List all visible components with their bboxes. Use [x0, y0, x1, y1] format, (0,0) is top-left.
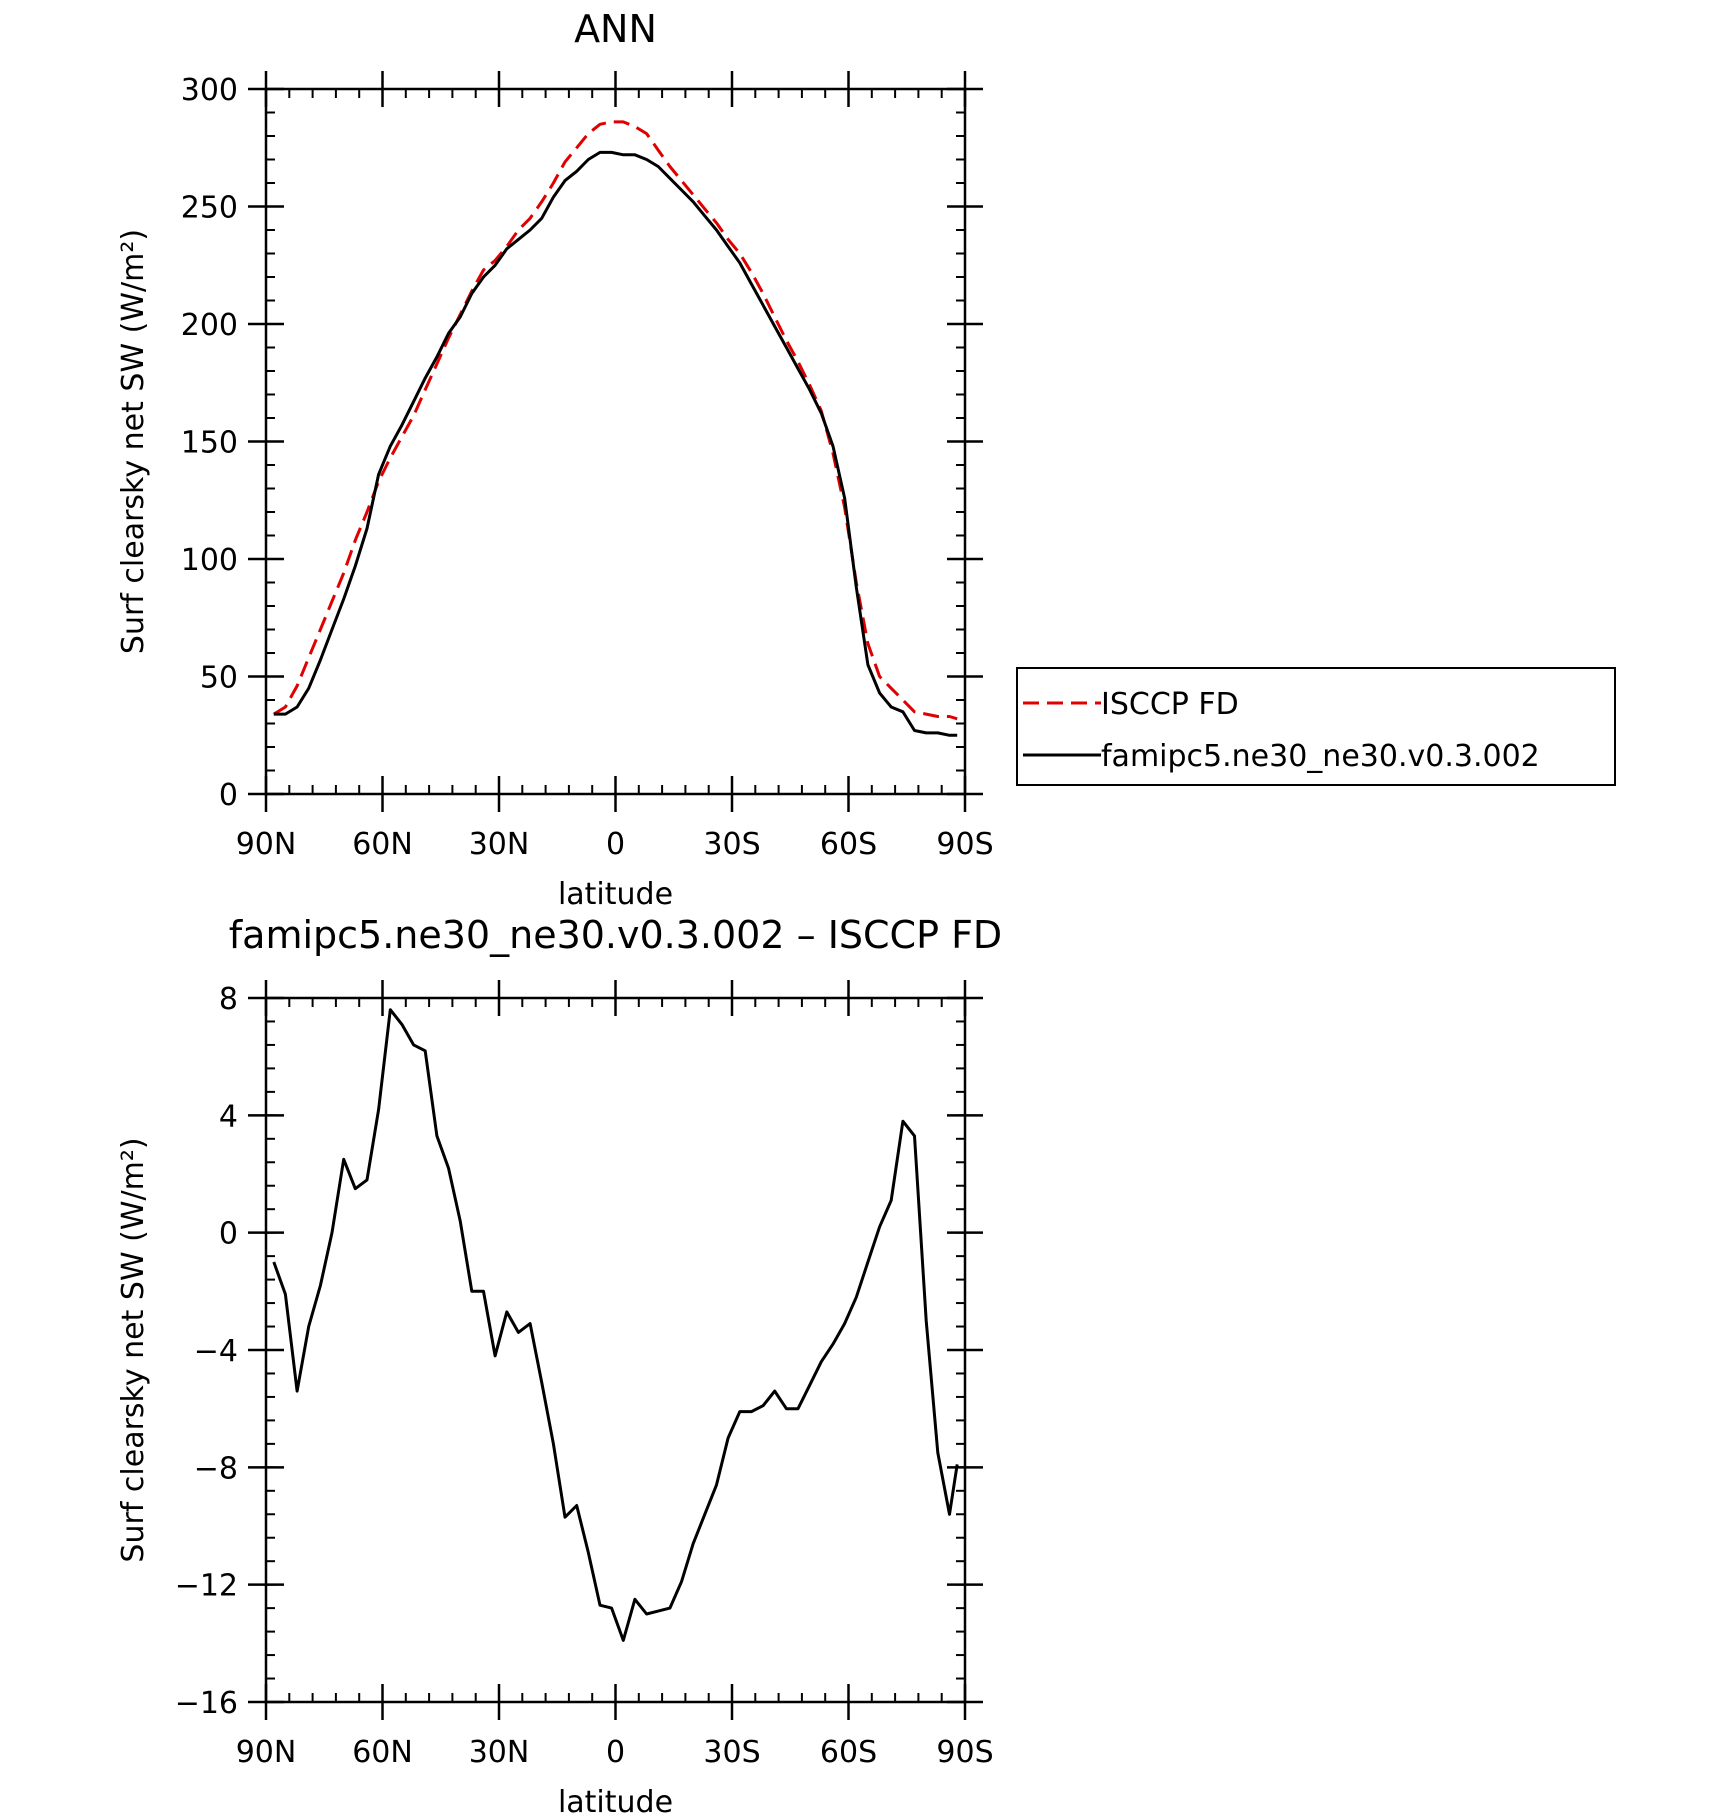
legend-box	[1016, 667, 1616, 786]
x-axis-label: latitude	[558, 877, 673, 912]
x-tick-label: 30S	[703, 827, 760, 862]
series-line-1	[273, 120, 958, 721]
x-tick-label: 90S	[936, 1735, 993, 1770]
x-tick-label: 30N	[469, 1735, 530, 1770]
x-tick-label: 90S	[936, 827, 993, 862]
x-tick-label: 60N	[352, 1735, 413, 1770]
x-tick-label: 60S	[820, 1735, 877, 1770]
x-tick-label: 0	[606, 827, 625, 862]
y-tick-label: −16	[175, 1686, 238, 1721]
chart-title: ANN	[574, 7, 657, 51]
y-tick-label: 200	[181, 308, 238, 343]
x-tick-label: 90N	[236, 1735, 297, 1770]
x-tick-label: 30S	[703, 1735, 760, 1770]
legend-label: ISCCP FD	[1101, 687, 1239, 722]
y-axis-label: Surf clearsky net SW (W/m²)	[116, 229, 151, 654]
y-tick-label: 300	[181, 73, 238, 108]
y-tick-label: −12	[175, 1569, 238, 1604]
plot-frame	[264, 87, 967, 796]
x-axis-label: latitude	[558, 1785, 673, 1816]
y-tick-label: 4	[219, 1099, 238, 1134]
x-tick-label: 30N	[469, 827, 530, 862]
chart-panel-2: famipc5.ne30_ne30.v0.3.002 – ISCCP FD 90N…	[116, 913, 1002, 1816]
series-line-1	[272, 1008, 959, 1642]
y-tick-label: 8	[219, 982, 238, 1017]
x-tick-label: 0	[606, 1735, 625, 1770]
x-tick-label: 60N	[352, 827, 413, 862]
series-line-2	[273, 150, 958, 737]
plot-frame	[264, 996, 967, 1704]
y-tick-label: 250	[181, 191, 238, 226]
y-tick-label: 150	[181, 426, 238, 461]
y-tick-label: 0	[219, 778, 238, 813]
y-tick-label: 50	[200, 661, 238, 696]
chart-panel-1: ANN 90N 60N 30N 0 30S 60S 90S 0 50 100 150 200 250 300…	[116, 7, 1616, 912]
x-tick-label: 60S	[820, 827, 877, 862]
x-tick-label: 90N	[236, 827, 297, 862]
y-tick-label: 100	[181, 543, 238, 578]
y-axis-label: Surf clearsky net SW (W/m²)	[116, 1137, 151, 1562]
y-tick-label: −8	[194, 1451, 238, 1486]
y-tick-label: 0	[219, 1217, 238, 1252]
legend-label: famipc5.ne30_ne30.v0.3.002	[1101, 739, 1540, 774]
y-tick-label: −4	[194, 1334, 238, 1369]
chart-title: famipc5.ne30_ne30.v0.3.002 – ISCCP FD	[229, 913, 1002, 957]
